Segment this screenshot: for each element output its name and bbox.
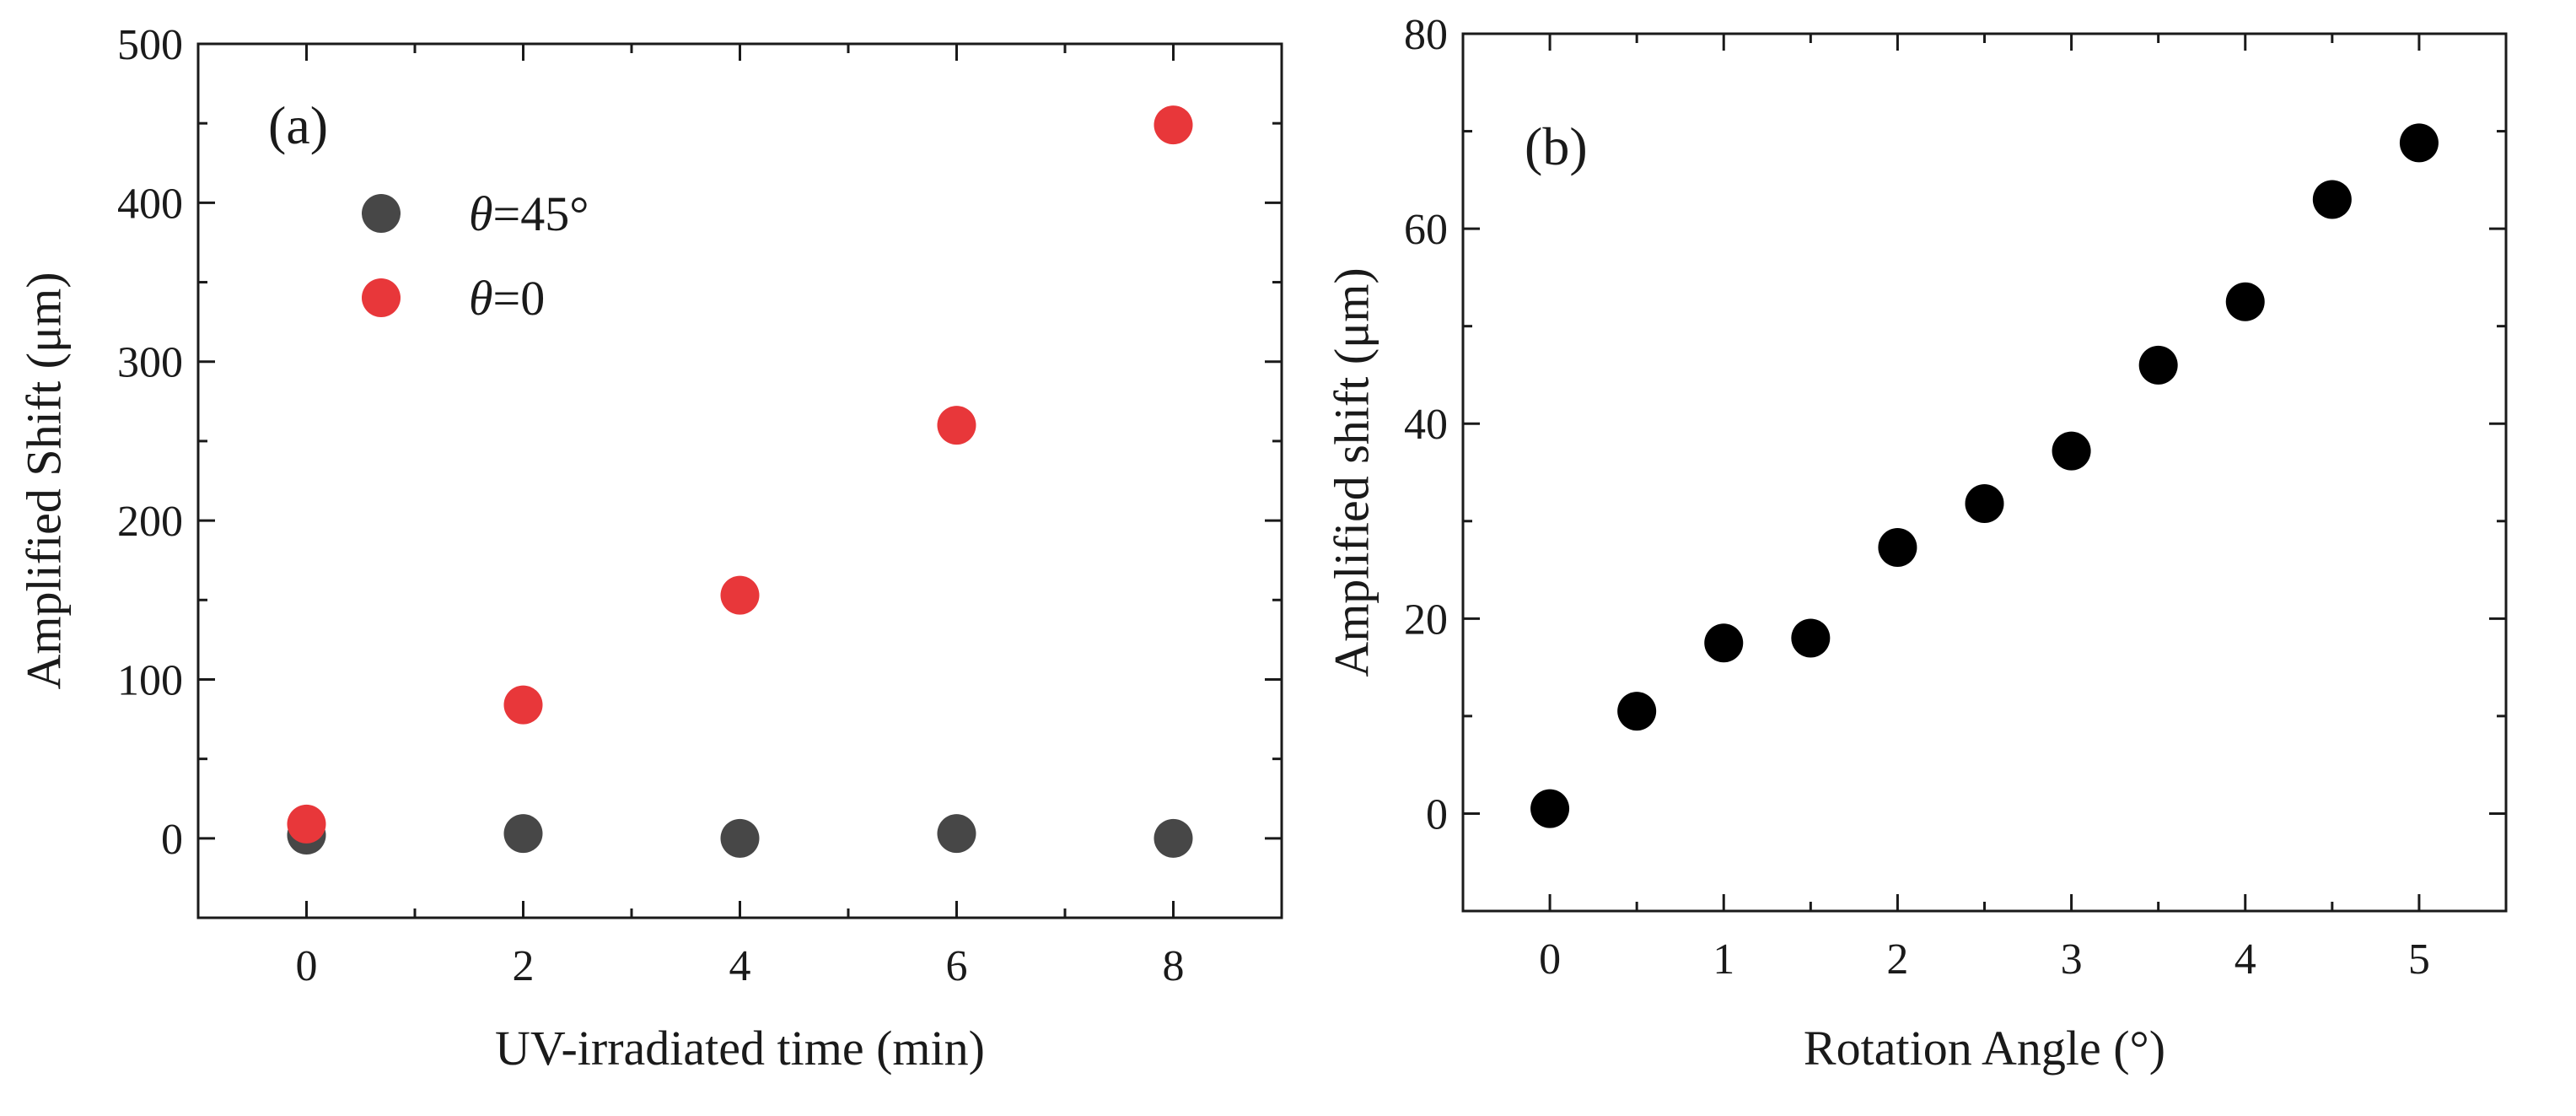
y-axis-title: Amplified shift (μm): [1325, 267, 1379, 677]
x-axis-title: UV-irradiated time (min): [495, 1021, 985, 1076]
data-point: [1617, 692, 1657, 731]
x-tick-label: 0: [296, 942, 318, 990]
data-point: [1530, 789, 1570, 828]
y-axis-title: Amplified Shift (μm): [17, 272, 72, 689]
data-point: [1704, 623, 1744, 663]
plot-frame: [1461, 32, 2508, 913]
x-tick-label: 2: [1886, 935, 1908, 984]
x-tick-label: 1: [1713, 935, 1734, 984]
plot-frame: [196, 42, 1283, 919]
data-point: [2052, 431, 2091, 471]
legend-label: θ=45°: [469, 186, 589, 241]
data-point: [1154, 818, 1193, 858]
data-point: [503, 685, 543, 725]
x-tick-label: 6: [946, 942, 968, 990]
x-tick-label: 5: [2408, 935, 2430, 984]
legend-theta: θ: [469, 186, 493, 241]
x-tick-label: 2: [513, 942, 535, 990]
x-tick-label: 4: [729, 942, 751, 990]
legend-label: θ=0: [469, 271, 545, 326]
y-tick-label: 60: [1404, 206, 1448, 254]
y-tick-label: 80: [1404, 11, 1448, 59]
legend-theta: θ: [469, 271, 493, 326]
x-axis-title: Rotation Angle (°): [1804, 1021, 2165, 1076]
panel-label: (a): [268, 95, 328, 155]
data-point: [287, 804, 326, 844]
data-point: [720, 575, 760, 615]
legend-value: =45°: [493, 186, 589, 241]
y-tick-label: 40: [1404, 401, 1448, 449]
data-point: [1878, 527, 1917, 567]
y-tick-label: 0: [161, 816, 183, 864]
legend-marker: [362, 194, 401, 233]
data-point: [937, 406, 976, 445]
panel-b: 0 1 2 3 4 5 0 20 40 60 80 Rotation Angle (°) Amplifi…: [1325, 11, 2508, 1076]
data-point: [2225, 282, 2265, 321]
data-point: [1154, 105, 1193, 145]
data-point: [2399, 123, 2439, 163]
x-tick-label: 0: [1539, 935, 1561, 984]
x-tick-label: 3: [2061, 935, 2083, 984]
data-point: [720, 818, 760, 858]
panel-a: 0 2 4 6 8 0 100 200 300 400 500 UV-irradiated time …: [17, 21, 1283, 1076]
y-tick-label: 0: [1426, 790, 1448, 838]
y-tick-label: 400: [117, 180, 183, 228]
panel-label: (b): [1525, 116, 1588, 176]
y-tick-label: 20: [1404, 596, 1448, 644]
y-tick-label: 500: [117, 21, 183, 69]
x-tick-label: 4: [2235, 935, 2256, 984]
data-point: [2138, 345, 2178, 385]
data-point: [1791, 618, 1831, 658]
y-tick-label: 300: [117, 339, 183, 387]
data-point: [937, 814, 976, 854]
data-point: [2312, 180, 2352, 219]
legend-marker: [362, 278, 401, 317]
y-tick-label: 200: [117, 498, 183, 546]
data-point: [503, 814, 543, 854]
y-tick-label: 100: [117, 656, 183, 704]
data-point: [1965, 483, 2004, 523]
legend-value: =0: [493, 271, 546, 326]
x-tick-label: 8: [1163, 942, 1185, 990]
